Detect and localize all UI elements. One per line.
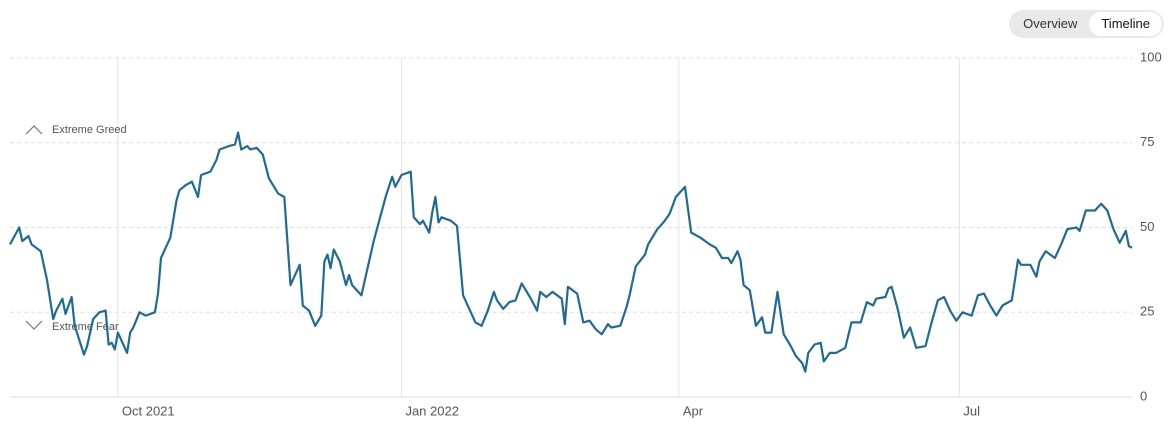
x-tick-label: Jul (963, 403, 980, 418)
greed-chevron (25, 125, 43, 135)
x-tick-label: Jan 2022 (405, 403, 459, 418)
y-tick-label: 75 (1140, 134, 1154, 149)
x-tick-label: Apr (683, 403, 704, 418)
y-tick-label: 100 (1140, 49, 1162, 64)
axes: 0 25 50 75 100 Oct 2021 Jan 2022 Apr Jul (10, 49, 1162, 418)
y-tick-label: 50 (1140, 219, 1154, 234)
y-tick-label: 25 (1140, 304, 1154, 319)
tab-overview[interactable]: Overview (1023, 16, 1078, 31)
annotation: Extreme Greed (52, 124, 127, 136)
x-tick-label: Oct 2021 (122, 403, 175, 418)
annotation: Extreme Fear (52, 321, 119, 333)
view-toggle: Overview Timeline (1009, 10, 1164, 38)
fear-chevron (25, 320, 43, 330)
y-tick-label: 0 (1140, 388, 1147, 403)
annotations: Extreme Greed Extreme Fear (25, 124, 127, 333)
series-line (9, 131, 1133, 373)
tab-timeline[interactable]: Timeline (1089, 12, 1162, 36)
